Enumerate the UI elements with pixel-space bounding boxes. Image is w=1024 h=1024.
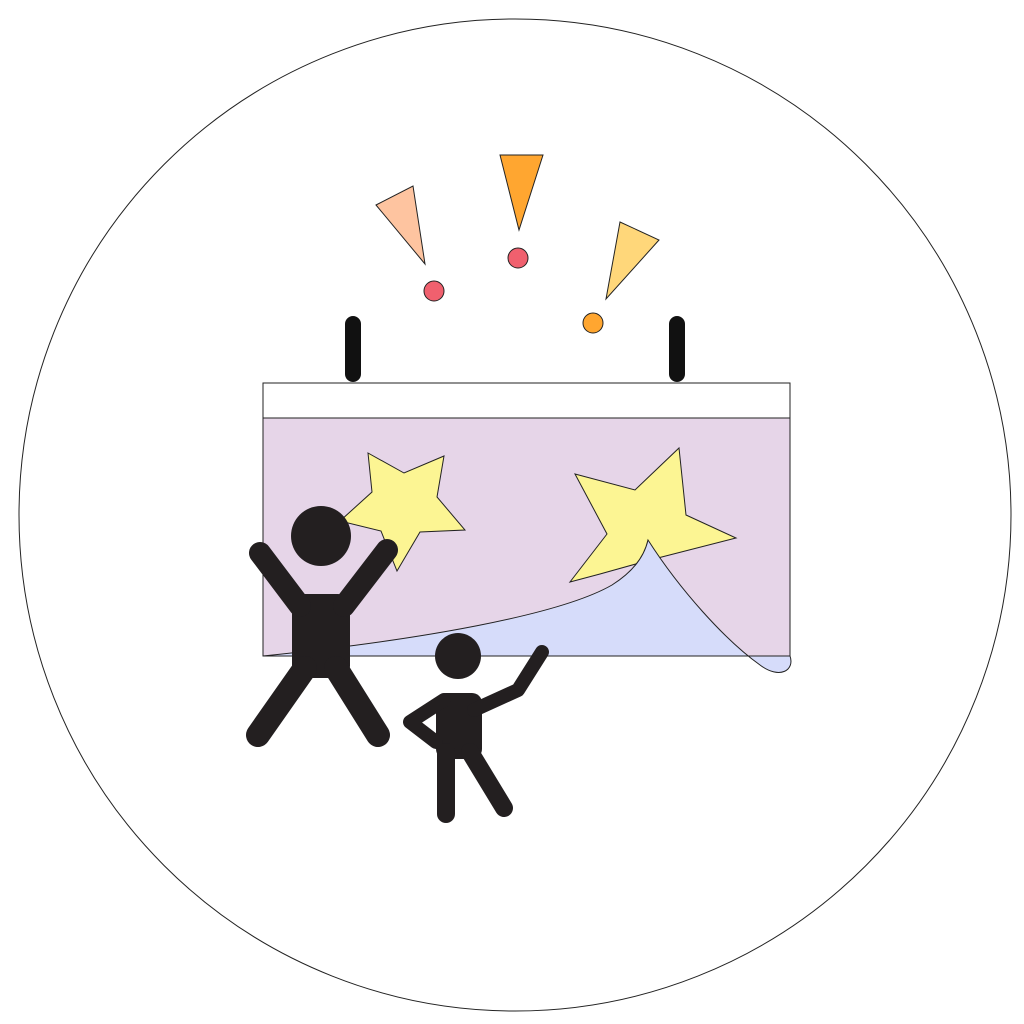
person-small-arm-left	[403, 693, 451, 749]
person-large-arm-right	[333, 539, 398, 617]
person-large-leg-left	[246, 656, 317, 747]
exclamation-center-dot-icon	[507, 247, 529, 269]
exclamation-right-icon	[605, 221, 660, 301]
banner-hanger-left	[345, 316, 361, 382]
star-right-icon	[568, 446, 738, 583]
person-small-leg-right	[461, 743, 513, 817]
exclamation-left-dot-icon	[423, 280, 445, 302]
banner-hanger-right	[669, 316, 685, 382]
person-small-arm-right	[467, 645, 549, 717]
person-small-icon	[403, 633, 549, 823]
person-large-head	[291, 506, 351, 566]
exclamation-left-icon	[375, 185, 426, 266]
person-large-arm-left	[249, 542, 311, 617]
exclamation-center-icon	[499, 154, 544, 232]
exclamation-group	[375, 154, 660, 334]
banner-peeled-layer	[262, 538, 792, 673]
person-large-leg-right	[324, 656, 390, 747]
star-left-icon	[338, 452, 467, 573]
banner-top-strip	[262, 382, 791, 419]
person-small-head	[435, 633, 481, 679]
exclamation-right-dot-icon	[582, 312, 604, 334]
circle-frame-icon	[18, 18, 1012, 1012]
person-large-icon	[246, 506, 398, 747]
